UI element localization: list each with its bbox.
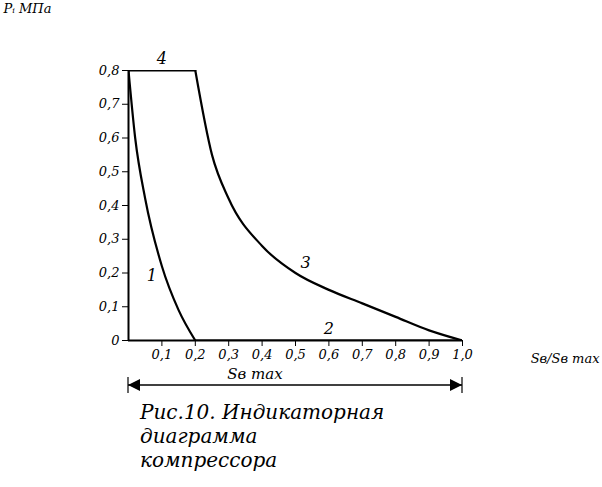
svg-text:3: 3	[300, 253, 310, 272]
svg-text:1,0: 1,0	[452, 347, 473, 362]
svg-text:0: 0	[111, 333, 119, 348]
svg-text:0,9: 0,9	[419, 347, 440, 362]
svg-text:0,3: 0,3	[99, 231, 120, 246]
svg-text:0,8: 0,8	[385, 347, 406, 362]
svg-text:0,7: 0,7	[352, 347, 373, 362]
svg-text:0,2: 0,2	[99, 265, 120, 280]
svg-text:0,6: 0,6	[319, 347, 340, 362]
svg-text:0,8: 0,8	[99, 63, 120, 78]
svg-text:0,1: 0,1	[99, 299, 120, 314]
svg-text:0,4: 0,4	[252, 347, 273, 362]
svg-text:Sв/Sв max: Sв/Sв max	[531, 351, 601, 366]
svg-text:Sв max: Sв max	[227, 365, 283, 383]
html-text:Рис.10. Индикаторная диаграмма: Рис.10. Индикаторная диаграмма компрессо…	[140, 400, 385, 472]
svg-text:0,2: 0,2	[185, 347, 206, 362]
svg-text:0,7: 0,7	[99, 96, 120, 111]
svg-text:0,4: 0,4	[99, 198, 120, 213]
svg-text:0,1: 0,1	[152, 347, 173, 362]
svg-text:4: 4	[156, 49, 167, 68]
svg-text:0,3: 0,3	[218, 347, 239, 362]
svg-text:0,5: 0,5	[99, 164, 120, 179]
svg-text:2: 2	[323, 319, 334, 338]
svg-text:Pᵢ МПа: Pᵢ МПа	[3, 1, 52, 16]
svg-text:0,5: 0,5	[285, 347, 306, 362]
svg-text:1: 1	[147, 266, 157, 285]
svg-text:0,6: 0,6	[99, 130, 120, 145]
